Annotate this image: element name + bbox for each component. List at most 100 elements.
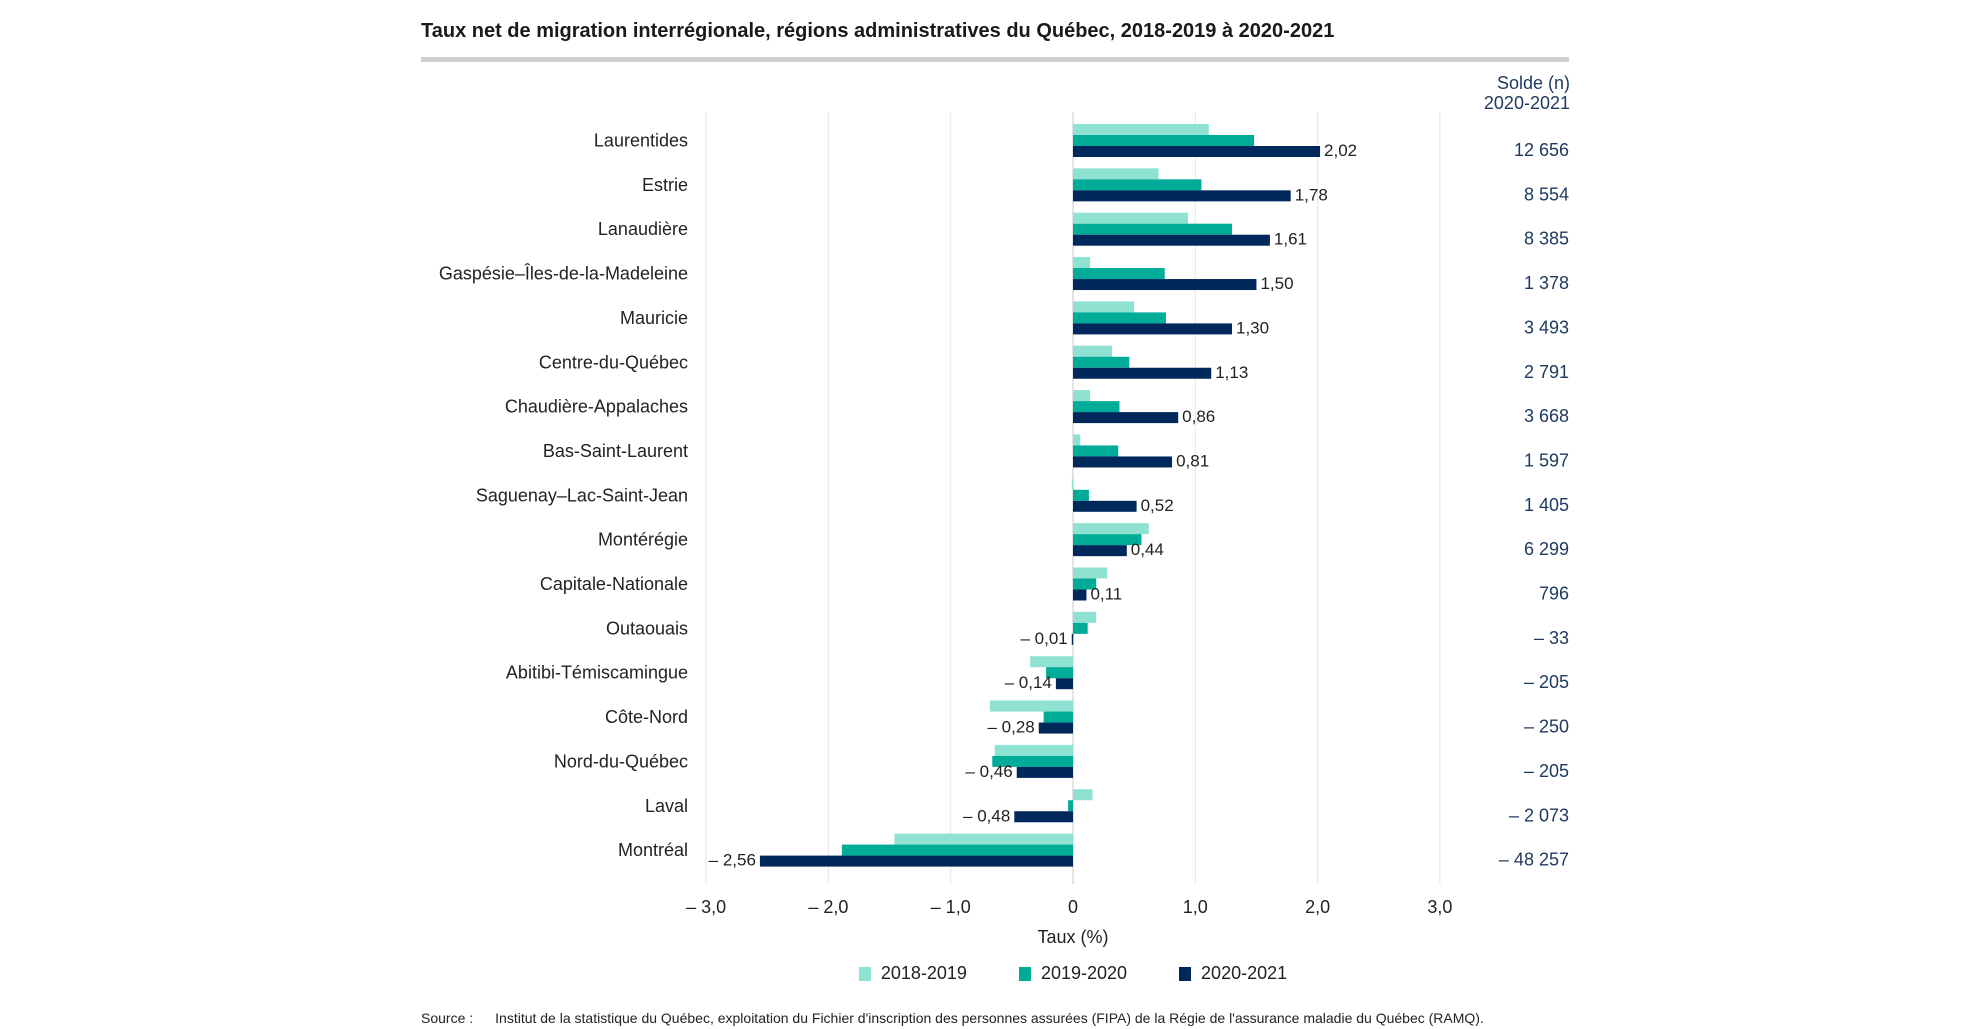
legend-label: 2018-2019 [880, 963, 967, 983]
chart-title: Taux net de migration interrégionale, ré… [421, 20, 1335, 42]
bar-2020-2021 [1073, 500, 1137, 512]
x-tick-label: 0 [1068, 897, 1078, 917]
solde-value: 8 554 [1524, 184, 1569, 204]
category-label: Côte-Nord [605, 707, 688, 727]
data-label: 0,11 [1090, 585, 1122, 604]
data-label: – 2,56 [709, 851, 756, 870]
category-label: Chaudière-Appalaches [505, 397, 688, 417]
solde-value: 3 668 [1524, 406, 1569, 426]
category-label: Mauricie [620, 308, 688, 328]
bar-2019-2020 [1073, 312, 1166, 324]
solde-value: 6 299 [1524, 539, 1569, 559]
solde-value: 2 791 [1524, 362, 1569, 382]
bar-2020-2021 [1073, 589, 1087, 601]
category-label: Estrie [642, 175, 688, 195]
bar-2019-2020 [1073, 401, 1120, 413]
bar-2020-2021 [1073, 545, 1127, 557]
category-label: Outaouais [606, 618, 688, 638]
bar-2019-2020 [1073, 534, 1142, 546]
solde-value: 1 378 [1524, 273, 1569, 293]
solde-value: 12 656 [1514, 140, 1569, 160]
bar-2020-2021 [1073, 412, 1179, 424]
bar-2019-2020 [1073, 578, 1097, 590]
solde-value: 8 385 [1524, 229, 1569, 249]
solde-header: Solde (n) 2020-2021 [1484, 73, 1570, 113]
data-label: – 0,01 [1021, 629, 1068, 648]
legend-item-2020-2021: 2020-2021 [1179, 963, 1287, 984]
bar-2018-2019 [1071, 478, 1074, 490]
data-label: 1,50 [1260, 274, 1293, 293]
data-label: – 0,14 [1005, 673, 1052, 692]
solde-value: 3 493 [1524, 317, 1569, 337]
bar-2018-2019 [1073, 301, 1135, 313]
bar-2018-2019 [894, 833, 1073, 845]
solde-header-line1: Solde (n) [1496, 73, 1570, 93]
bar-2020-2021 [1073, 146, 1321, 157]
bar-2018-2019 [1073, 523, 1149, 535]
data-label: 0,44 [1131, 540, 1164, 559]
bar-2018-2019 [1073, 168, 1159, 180]
bar-2019-2020 [1073, 179, 1202, 191]
solde-value: – 33 [1534, 628, 1569, 648]
data-label: 1,78 [1295, 185, 1328, 204]
bar-2018-2019 [989, 700, 1073, 712]
bar-2019-2020 [1073, 445, 1119, 457]
bar-2020-2021 [1038, 722, 1073, 734]
data-label: 1,61 [1274, 230, 1307, 249]
solde-value: 1 405 [1524, 495, 1569, 515]
solde-value: – 48 257 [1499, 850, 1569, 870]
bar-2019-2020 [1073, 622, 1088, 634]
bar-2018-2019 [1073, 789, 1093, 801]
bar-2019-2020 [1043, 711, 1073, 723]
category-label: Gaspésie–Îles-de-la-Madeleine [439, 264, 688, 284]
x-tick-label: 3,0 [1427, 897, 1452, 917]
legend-swatch [1179, 966, 1192, 981]
data-label: 0,52 [1141, 496, 1174, 515]
category-label: Laval [645, 796, 688, 816]
category-label: Nord-du-Québec [554, 751, 688, 771]
category-label: Saguenay–Lac-Saint-Jean [476, 485, 688, 505]
data-label: 1,30 [1236, 318, 1269, 337]
bar-2020-2021 [1073, 234, 1270, 246]
x-tick-label: – 1,0 [931, 897, 971, 917]
data-label: – 0,46 [965, 762, 1012, 781]
x-axis-label: Taux (%) [1037, 927, 1108, 947]
bar-2018-2019 [1073, 257, 1091, 269]
x-tick-label: – 3,0 [686, 897, 726, 917]
bar-2019-2020 [1046, 667, 1073, 679]
bar-2018-2019 [1073, 345, 1113, 357]
category-label: Lanaudière [598, 219, 688, 239]
category-label: Capitale-Nationale [540, 574, 688, 594]
solde-value: 1 597 [1524, 450, 1569, 470]
bar-2018-2019 [1073, 124, 1209, 135]
bar-2019-2020 [1073, 268, 1165, 280]
data-label: 2,02 [1324, 141, 1357, 160]
bar-2019-2020 [992, 755, 1073, 767]
bar-2020-2021 [1073, 367, 1212, 379]
bar-2018-2019 [994, 744, 1073, 756]
data-label: 1,13 [1215, 363, 1248, 382]
category-label: Centre-du-Québec [539, 352, 688, 372]
category-label: Laurentides [594, 131, 688, 151]
solde-value: – 2 073 [1509, 805, 1569, 825]
bar-2018-2019 [1030, 656, 1073, 668]
bar-2019-2020 [1073, 223, 1232, 235]
x-tick-label: 1,0 [1183, 897, 1208, 917]
bar-2020-2021 [1016, 766, 1073, 778]
category-label: Abitibi-Témiscamingue [506, 663, 688, 683]
data-label: 0,86 [1182, 407, 1215, 426]
bar-2019-2020 [1073, 489, 1089, 501]
bar-2020-2021 [1073, 456, 1173, 468]
source-note: Source : Institut de la statistique du Qu… [421, 1010, 1506, 1026]
legend-swatch [1018, 966, 1031, 981]
legend-label: 2019-2020 [1040, 963, 1128, 983]
title-rule [421, 57, 1569, 62]
solde-value: – 250 [1524, 717, 1569, 737]
legend-swatch [858, 966, 871, 981]
bar-2019-2020 [1068, 800, 1073, 812]
category-label: Bas-Saint-Laurent [543, 441, 688, 461]
solde-header-line2: 2020-2021 [1483, 93, 1570, 113]
data-label: 0,81 [1176, 451, 1209, 470]
source-label: Source : [421, 1010, 474, 1026]
